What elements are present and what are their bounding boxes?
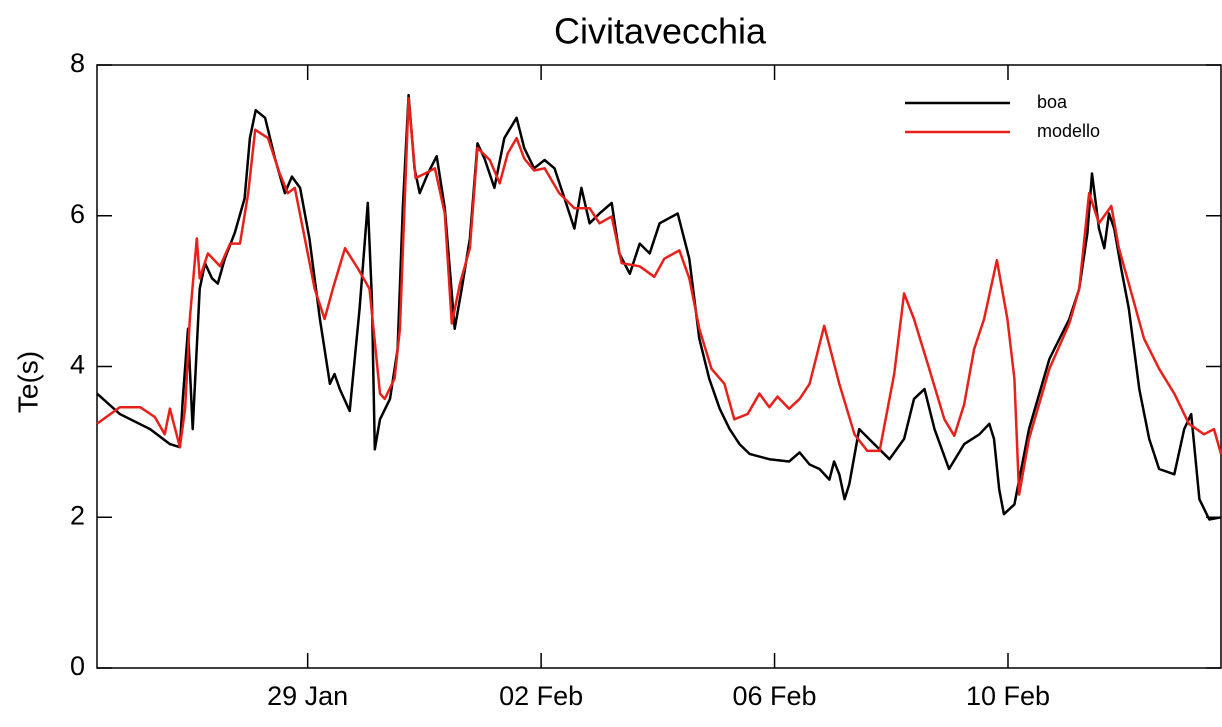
plot-frame [96,64,1222,669]
y-axis-label: Te(s) [12,351,43,413]
x-tick-label: 02 Feb [499,681,583,711]
y-tick-label: 2 [70,500,85,530]
data-line [96,93,1222,521]
y-tick-label: 4 [70,350,85,380]
x-tick-label: 29 Jan [267,681,348,711]
chart-title: Civitavecchia [554,11,767,52]
y-tick-label: 8 [70,48,85,78]
x-tick-label: 06 Feb [733,681,817,711]
x-tick-label: 10 Feb [966,681,1050,711]
data-line [96,96,1222,496]
y-tick-label: 6 [70,199,85,229]
legend-label: boa [1037,92,1068,112]
legend-label: modello [1037,121,1100,141]
y-tick-label: 0 [70,651,85,681]
